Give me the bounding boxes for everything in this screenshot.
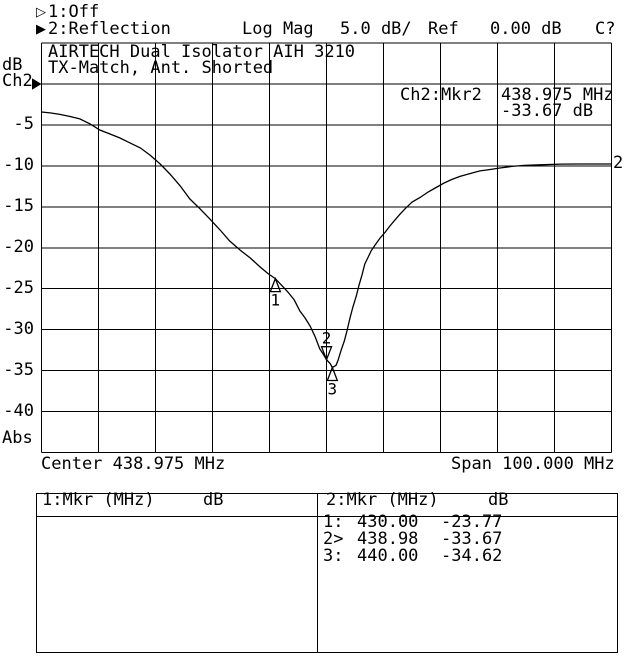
trace-number-label: 2	[613, 153, 624, 173]
marker-readout-label: Ch2:Mkr2	[400, 85, 482, 105]
ch2-indicator-icon: ▶	[36, 22, 46, 37]
marker-row-number: 2>	[323, 529, 344, 549]
marker-row-number: 1:	[323, 512, 344, 532]
trace-title-line1: AIRTECH Dual Isolator AIH 3210	[48, 42, 356, 62]
y-tick-label: -15	[3, 196, 34, 216]
x-axis-span-label: Span 100.000 MHz	[451, 454, 615, 474]
y-tick-label: -20	[3, 237, 34, 257]
marker-row-freq: 430.00	[357, 512, 419, 532]
marker-row-level: -33.67	[441, 529, 503, 549]
format-label: Log Mag	[242, 19, 314, 39]
trace-title-line2: TX-Match, Ant. Shorted	[48, 58, 274, 78]
marker-row-level: -23.77	[441, 512, 503, 532]
ref-level-indicator-icon	[32, 78, 42, 90]
reflection-trace	[41, 111, 612, 369]
y-tick-label: -30	[3, 319, 34, 339]
y-axis-unit-label: dB	[2, 55, 23, 75]
y-tick-label: -10	[3, 155, 34, 175]
x-axis-center-label: Center 438.975 MHz	[41, 454, 226, 474]
plot-layer: 1 2 3	[41, 42, 612, 453]
y-tick-label: -40	[3, 401, 34, 421]
ref-value: 0.00 dB	[490, 19, 562, 39]
marker-1-number: 1	[271, 291, 281, 310]
marker-row-level: -34.62	[441, 546, 503, 566]
cal-status: C?	[595, 19, 616, 39]
marker-row-freq: 438.98	[357, 529, 419, 549]
y-tick-label: -35	[3, 360, 34, 380]
marker-row-freq: 440.00	[357, 546, 419, 566]
marker-2-icon	[320, 346, 333, 362]
marker-readout-level: -33.67 dB	[501, 101, 594, 121]
ch2-status-label: 2:Reflection	[48, 19, 171, 39]
y-tick-label: -25	[3, 278, 34, 298]
marker-1-icon	[269, 276, 282, 293]
scale-per-div: 5.0 dB/	[340, 19, 412, 39]
y-tick-label: -5	[13, 114, 34, 134]
marker-table-right-unit: dB	[488, 490, 509, 510]
marker-3-number: 3	[328, 379, 338, 398]
y-axis-channel-label: Ch2	[2, 71, 33, 91]
marker-2-number: 2	[322, 329, 332, 348]
marker-3-icon	[326, 365, 339, 382]
marker-table-border	[36, 493, 618, 653]
ch1-status-label: 1:Off	[48, 2, 100, 22]
marker-readout-freq: 438.975 MHz	[501, 85, 614, 105]
marker-table-right-title: 2:Mkr (MHz)	[326, 490, 439, 510]
y-axis-bottom-label: Abs	[2, 428, 33, 448]
marker-table-left-title: 1:Mkr (MHz)	[42, 490, 155, 510]
ch1-indicator-icon: ▷	[36, 5, 46, 20]
graticule-grid	[41, 42, 612, 453]
marker-row-number: 3:	[323, 546, 344, 566]
marker-table-left-unit: dB	[203, 490, 224, 510]
ref-label: Ref	[428, 19, 459, 39]
